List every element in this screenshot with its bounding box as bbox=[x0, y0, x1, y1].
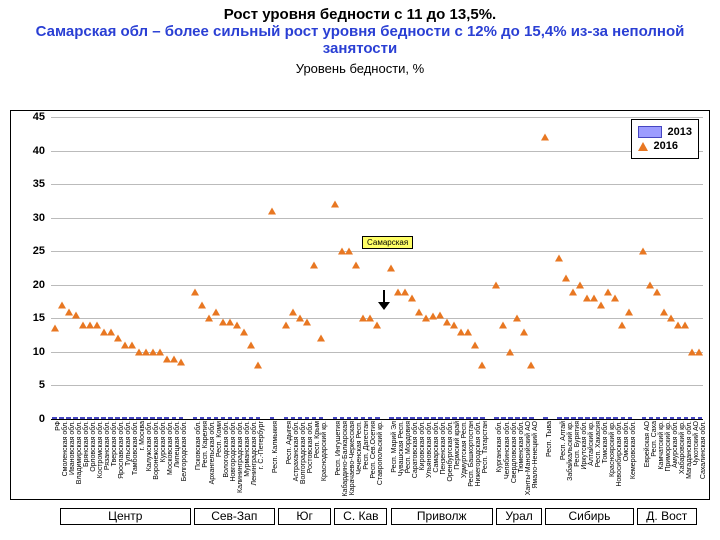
triangle-marker bbox=[513, 315, 521, 322]
chart-frame: Самарская 051015202530354045 РФСмоленска… bbox=[10, 110, 710, 500]
triangle-marker bbox=[212, 308, 220, 315]
triangle-marker bbox=[345, 248, 353, 255]
triangle-marker bbox=[51, 325, 59, 332]
triangle-marker bbox=[408, 295, 416, 302]
callout-samarskaya: Самарская bbox=[362, 236, 413, 249]
legend-swatch-bar bbox=[638, 126, 662, 138]
y-tick: 0 bbox=[39, 413, 45, 425]
y-tick: 10 bbox=[33, 346, 45, 358]
triangle-marker bbox=[639, 248, 647, 255]
triangle-marker bbox=[492, 281, 500, 288]
triangle-marker bbox=[555, 254, 563, 261]
triangle-marker bbox=[268, 207, 276, 214]
triangle-marker bbox=[373, 322, 381, 329]
triangle-marker bbox=[618, 322, 626, 329]
triangle-marker bbox=[569, 288, 577, 295]
x-axis-labels: РФСмоленская обл.Ивановская обл.Владимир… bbox=[51, 419, 703, 499]
triangle-marker bbox=[597, 301, 605, 308]
legend-swatch-triangle bbox=[638, 142, 648, 151]
triangle-marker bbox=[352, 261, 360, 268]
triangle-marker bbox=[541, 134, 549, 141]
triangle-marker bbox=[205, 315, 213, 322]
legend-label-2013: 2013 bbox=[668, 126, 692, 138]
triangle-marker bbox=[177, 358, 185, 365]
y-tick: 15 bbox=[33, 312, 45, 324]
region-box: Д. Вост bbox=[637, 508, 697, 525]
y-tick: 20 bbox=[33, 279, 45, 291]
region-box: Сибирь bbox=[545, 508, 633, 525]
triangle-marker bbox=[72, 311, 80, 318]
triangle-marker bbox=[303, 318, 311, 325]
region-box: Центр bbox=[60, 508, 191, 525]
triangle-marker bbox=[625, 308, 633, 315]
triangle-marker bbox=[506, 348, 514, 355]
triangle-marker bbox=[387, 265, 395, 272]
triangle-marker bbox=[471, 342, 479, 349]
triangle-marker bbox=[331, 201, 339, 208]
region-box: Юг bbox=[278, 508, 331, 525]
title-line1: Рост уровня бедности с 11 до 13,5%. bbox=[0, 6, 720, 23]
region-box: Урал bbox=[496, 508, 542, 525]
triangle-marker bbox=[611, 295, 619, 302]
triangle-marker bbox=[499, 322, 507, 329]
triangle-marker bbox=[653, 288, 661, 295]
y-tick: 5 bbox=[39, 379, 45, 391]
y-tick: 45 bbox=[33, 111, 45, 123]
y-tick: 25 bbox=[33, 245, 45, 257]
triangle-marker bbox=[681, 322, 689, 329]
chart-subtitle: Уровень бедности, % bbox=[0, 61, 720, 76]
triangle-marker bbox=[247, 342, 255, 349]
title-line2: Самарская обл – более сильный рост уровн… bbox=[0, 23, 720, 57]
triangle-marker bbox=[254, 362, 262, 369]
triangle-marker bbox=[695, 348, 703, 355]
triangle-marker bbox=[576, 281, 584, 288]
triangle-marker bbox=[478, 362, 486, 369]
triangle-marker bbox=[562, 275, 570, 282]
triangle-marker bbox=[282, 322, 290, 329]
region-box: Сев-Зап bbox=[194, 508, 275, 525]
triangle-marker bbox=[310, 261, 318, 268]
triangle-marker bbox=[527, 362, 535, 369]
region-box: С. Кав bbox=[334, 508, 387, 525]
region-box: Приволж bbox=[391, 508, 493, 525]
x-label: Сахалинская обл. bbox=[700, 421, 707, 479]
triangle-marker bbox=[520, 328, 528, 335]
triangle-marker bbox=[191, 288, 199, 295]
callout-arrow bbox=[378, 290, 390, 310]
plot-area: Самарская 051015202530354045 bbox=[51, 117, 703, 419]
legend-label-2016: 2016 bbox=[654, 140, 678, 152]
y-tick: 35 bbox=[33, 178, 45, 190]
y-tick: 30 bbox=[33, 212, 45, 224]
bar-series bbox=[51, 117, 703, 419]
triangle-marker bbox=[464, 328, 472, 335]
y-tick: 40 bbox=[33, 145, 45, 157]
triangle-marker bbox=[240, 328, 248, 335]
region-labels: ЦентрСев-ЗапЮгС. КавПриволжУралСибирьД. … bbox=[10, 508, 710, 534]
legend: 2013 2016 bbox=[631, 119, 699, 159]
triangle-marker bbox=[317, 335, 325, 342]
triangle-marker bbox=[198, 301, 206, 308]
